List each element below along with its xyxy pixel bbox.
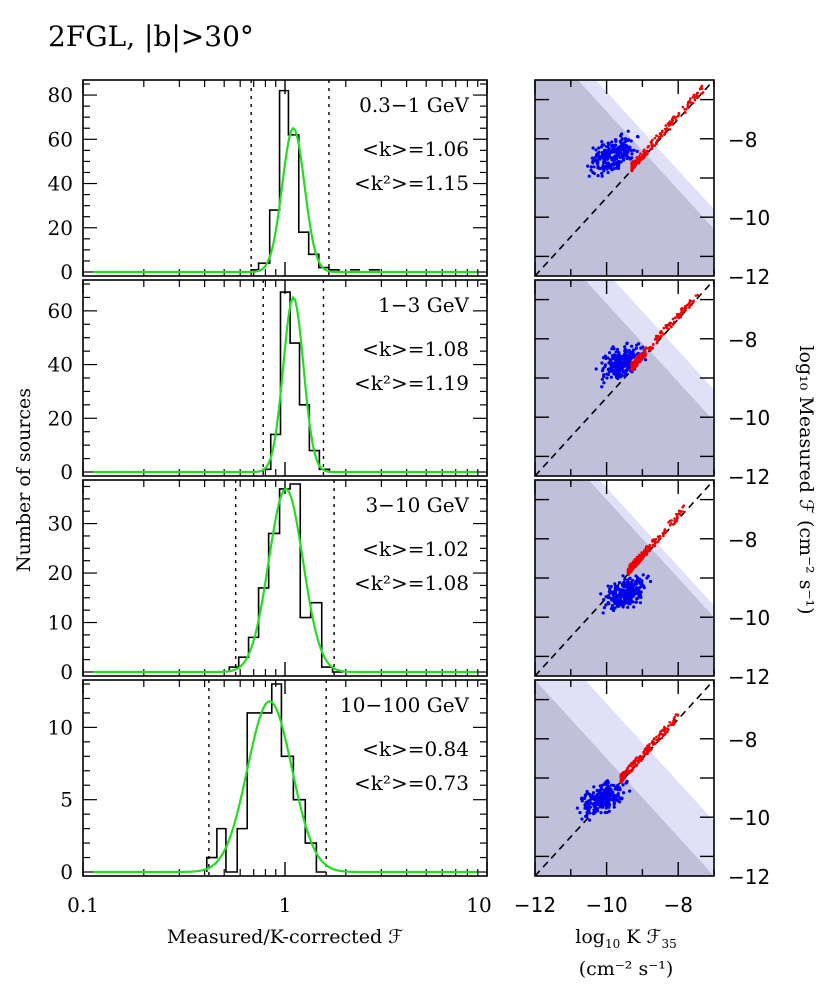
axis-labels: 0.1 1 10 Measured/K-corrected ℱ Number of so… xyxy=(13,345,817,980)
k2-mean-label: <k²>=1.15 xyxy=(354,171,469,195)
histogram-steps xyxy=(205,683,327,873)
y-tick-label: 30 xyxy=(48,512,73,536)
k-mean-label: <k>=0.84 xyxy=(362,737,469,761)
energy-band-label: 0.3−1 GeV xyxy=(359,93,469,117)
right-y-tick-label: −10 xyxy=(728,206,770,230)
right-x-axis-units: (cm⁻² s⁻¹) xyxy=(579,958,674,980)
histogram-panel: 0 20 40 60 80 0.3−1 GeV <k>=1.06 <k²>=1.15 xyxy=(48,79,488,284)
y-tick-label: 10 xyxy=(48,611,73,635)
histogram-steps xyxy=(250,89,350,273)
scatter-panel: −8 −10 −12 xyxy=(534,679,770,889)
y-tick-label: 0 xyxy=(60,260,73,284)
y-tick-label: 0 xyxy=(60,660,73,684)
k-mean-label: <k>=1.06 xyxy=(362,137,469,161)
y-tick-label: 20 xyxy=(48,561,73,585)
k2-mean-label: <k²>=0.73 xyxy=(354,771,469,795)
x-tick-label: 1 xyxy=(279,893,292,917)
energy-band-label: 1−3 GeV xyxy=(378,293,469,317)
left-y-axis-label: Number of sources xyxy=(13,388,35,572)
gaussian-fit-curve xyxy=(93,126,477,274)
y-tick-label: 10 xyxy=(48,715,73,739)
right-y-tick-label: −12 xyxy=(728,865,770,889)
histogram-panel: 0 10 20 30 3−10 GeV <k>=1.02 <k²>=1.08 xyxy=(48,479,488,684)
scatter-x-tick-label: −12 xyxy=(514,893,556,917)
right-y-tick-label: −10 xyxy=(728,406,770,430)
y-tick-label: 5 xyxy=(60,788,73,812)
histogram-panel: 0 20 40 60 1−3 GeV <k>=1.08 <k²>=1.19 xyxy=(48,279,488,484)
left-x-axis-label: Measured/K-corrected ℱ xyxy=(167,926,403,948)
scatter-panel: −8 −10 −12 xyxy=(534,479,770,689)
right-y-tick-label: −12 xyxy=(728,265,770,289)
k2-mean-label: <k²>=1.08 xyxy=(354,571,469,595)
gaussian-fit-curve xyxy=(93,295,477,474)
right-y-tick-label: −8 xyxy=(728,528,757,552)
figure-title: 2FGL, |b|>30° xyxy=(48,20,254,53)
right-y-tick-label: −12 xyxy=(728,465,770,489)
y-tick-label: 60 xyxy=(48,299,73,323)
scatter-panels: −8 −10 −12 −8 −10 −12 −8 −10 −12 −8 −10 −12 xyxy=(534,79,770,889)
one-to-one-line xyxy=(535,280,714,476)
right-y-tick-label: −10 xyxy=(728,606,770,630)
right-y-tick-label: −10 xyxy=(728,806,770,830)
k-mean-label: <k>=1.02 xyxy=(362,537,469,561)
histogram-steps xyxy=(228,483,344,673)
k2-mean-label: <k²>=1.19 xyxy=(354,371,469,395)
y-tick-label: 0 xyxy=(60,860,73,884)
energy-band-label: 10−100 GeV xyxy=(340,693,470,717)
gaussian-fit-curve xyxy=(93,700,477,874)
y-tick-label: 20 xyxy=(48,216,73,240)
x-tick-label: 10 xyxy=(466,893,491,917)
right-y-tick-label: −8 xyxy=(728,728,757,752)
right-y-tick-label: −12 xyxy=(728,665,770,689)
scatter-x-tick-label: −10 xyxy=(585,893,627,917)
right-y-tick-label: −8 xyxy=(728,328,757,352)
energy-band-label: 3−10 GeV xyxy=(365,493,469,517)
histogram-panels: 0 20 40 60 80 0.3−1 GeV <k>=1.06 <k²>=1.15 0 20 40… xyxy=(48,79,488,884)
y-tick-label: 0 xyxy=(60,460,73,484)
right-y-axis-label: log₁₀ Measured ℱ (cm⁻² s⁻¹) xyxy=(795,345,817,614)
scatter-panel: −8 −10 −12 xyxy=(534,79,770,289)
x-tick-label: 0.1 xyxy=(67,893,99,917)
histogram-panel: 0 5 10 10−100 GeV <k>=0.84 <k²>=0.73 xyxy=(48,679,488,884)
scatter-x-tick-label: −8 xyxy=(663,893,692,917)
right-y-tick-label: −8 xyxy=(728,128,757,152)
y-tick-label: 60 xyxy=(48,127,73,151)
k-mean-label: <k>=1.08 xyxy=(362,337,469,361)
y-tick-label: 80 xyxy=(48,83,73,107)
gaussian-fit-curve xyxy=(93,488,477,674)
y-tick-label: 40 xyxy=(48,353,73,377)
scatter-panel: −8 −10 −12 xyxy=(534,279,770,489)
y-tick-label: 40 xyxy=(48,172,73,196)
y-tick-label: 20 xyxy=(48,406,73,430)
right-x-axis-label: log10 K ℱ35 xyxy=(575,926,676,951)
